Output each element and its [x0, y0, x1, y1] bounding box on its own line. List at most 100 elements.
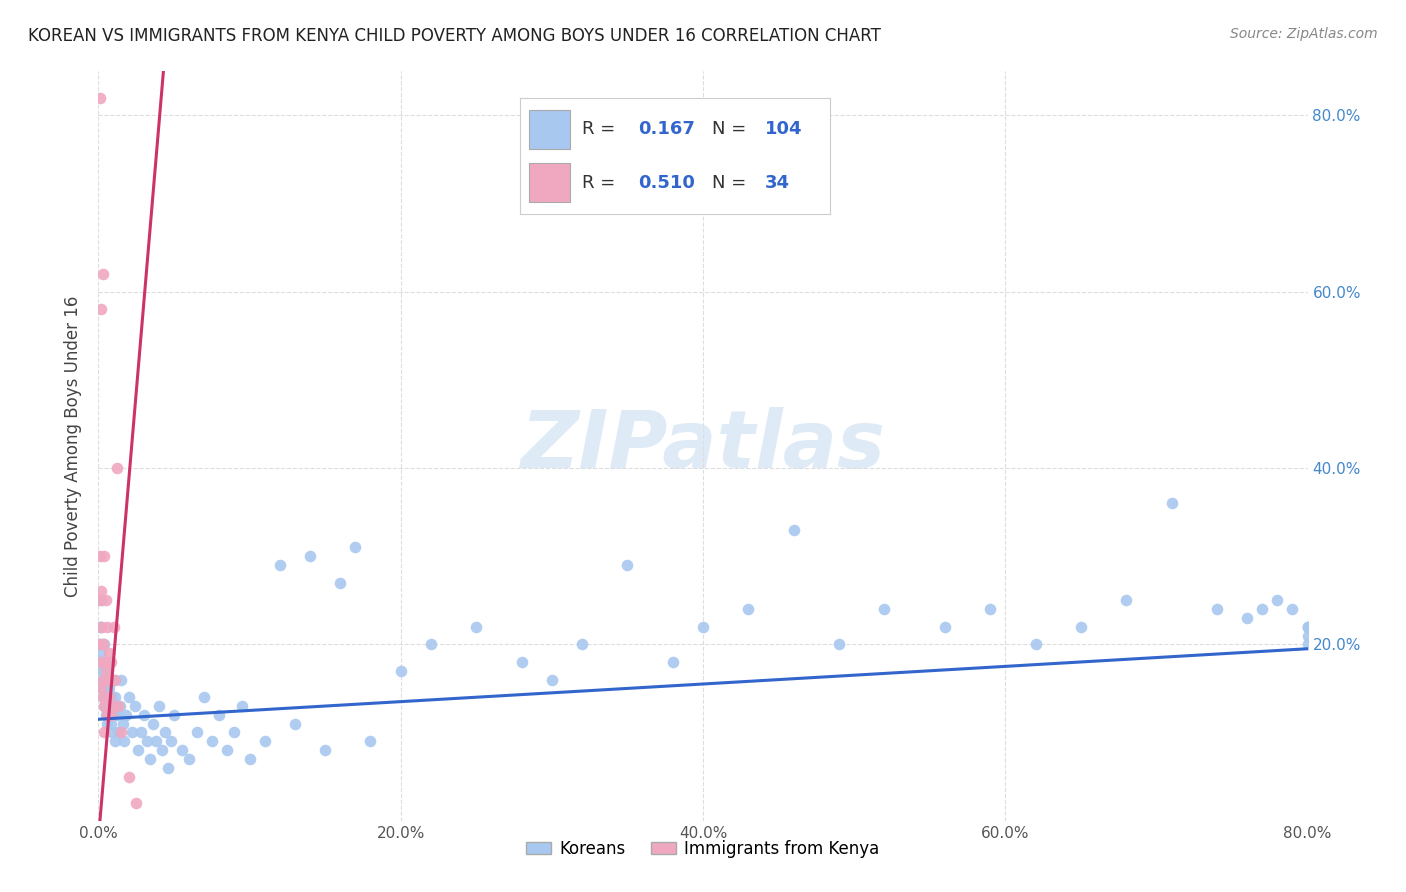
Text: 34: 34 — [765, 174, 790, 192]
Point — [96, 673, 118, 687]
Point — [89, 620, 111, 634]
Point — [1206, 602, 1229, 616]
Point — [269, 558, 291, 572]
Point — [118, 770, 141, 784]
Point — [540, 673, 562, 687]
Point — [1296, 620, 1319, 634]
Point — [100, 707, 122, 722]
Bar — [530, 110, 569, 149]
Point — [101, 725, 124, 739]
Point — [1115, 593, 1137, 607]
Point — [98, 690, 121, 705]
Text: R =: R = — [582, 120, 621, 138]
Point — [360, 734, 382, 748]
Point — [163, 707, 186, 722]
Point — [129, 725, 152, 739]
Point — [100, 655, 122, 669]
Point — [91, 681, 114, 696]
Point — [90, 646, 112, 660]
Point — [90, 664, 112, 678]
Point — [105, 461, 128, 475]
Point — [104, 690, 127, 705]
Point — [1296, 620, 1319, 634]
Point — [239, 752, 262, 766]
Point — [90, 593, 112, 607]
Point — [125, 796, 148, 810]
Point — [90, 620, 112, 634]
Point — [979, 602, 1001, 616]
Point — [1296, 628, 1319, 642]
Point — [201, 734, 224, 748]
Point — [170, 743, 193, 757]
Point — [89, 593, 111, 607]
Point — [104, 673, 127, 687]
Point — [103, 620, 125, 634]
Point — [90, 302, 112, 317]
Point — [89, 655, 111, 669]
Point — [91, 637, 114, 651]
Point — [96, 707, 118, 722]
Point — [91, 690, 114, 705]
Point — [104, 734, 127, 748]
Point — [93, 549, 115, 564]
Point — [145, 734, 167, 748]
Point — [186, 725, 208, 739]
Point — [107, 699, 129, 714]
Point — [89, 637, 111, 651]
Point — [94, 690, 117, 705]
Text: 0.510: 0.510 — [638, 174, 695, 192]
Point — [107, 725, 129, 739]
Point — [96, 664, 118, 678]
Point — [105, 707, 128, 722]
Point — [103, 707, 125, 722]
Point — [224, 725, 246, 739]
Point — [153, 725, 176, 739]
Point — [90, 584, 112, 599]
Point — [783, 523, 806, 537]
Point — [108, 699, 131, 714]
Legend: Koreans, Immigrants from Kenya: Koreans, Immigrants from Kenya — [520, 833, 886, 864]
Point — [1070, 620, 1092, 634]
Point — [96, 716, 118, 731]
Point — [179, 752, 201, 766]
Point — [420, 637, 443, 651]
Point — [616, 558, 638, 572]
Text: N =: N = — [711, 120, 752, 138]
Point — [98, 646, 121, 660]
Point — [124, 699, 146, 714]
Point — [193, 690, 215, 705]
Point — [314, 743, 336, 757]
Point — [94, 707, 117, 722]
Point — [93, 655, 115, 669]
Point — [127, 743, 149, 757]
Text: 0.167: 0.167 — [638, 120, 695, 138]
Point — [98, 707, 121, 722]
Point — [1296, 620, 1319, 634]
Point — [1160, 496, 1182, 510]
Point — [100, 716, 122, 731]
Point — [89, 549, 111, 564]
Point — [135, 734, 157, 748]
Point — [94, 664, 117, 678]
Point — [101, 699, 124, 714]
Point — [118, 690, 141, 705]
Point — [1251, 602, 1274, 616]
Point — [121, 725, 143, 739]
Point — [160, 734, 183, 748]
Point — [510, 655, 533, 669]
Point — [389, 664, 412, 678]
Point — [93, 664, 115, 678]
Point — [142, 716, 165, 731]
Point — [1024, 637, 1046, 651]
Bar — [530, 163, 569, 202]
Text: Source: ZipAtlas.com: Source: ZipAtlas.com — [1230, 27, 1378, 41]
Text: R =: R = — [582, 174, 621, 192]
Point — [110, 673, 132, 687]
Point — [215, 743, 238, 757]
Point — [90, 620, 112, 634]
Point — [253, 734, 276, 748]
Point — [98, 673, 121, 687]
Point — [93, 725, 115, 739]
Point — [101, 690, 124, 705]
Point — [1267, 593, 1289, 607]
